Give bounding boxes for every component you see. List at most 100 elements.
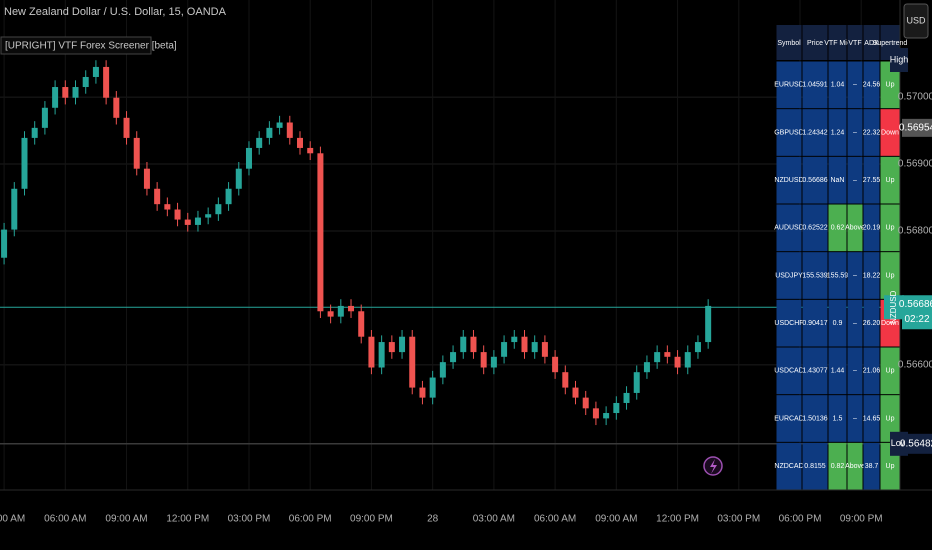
candle-body <box>31 127 38 138</box>
table-cell <box>880 252 900 299</box>
cell-text: 18.22 <box>863 272 881 279</box>
cell-text: 0.62 <box>831 225 845 232</box>
cell-text: Up <box>886 368 895 375</box>
table-cell <box>880 156 900 204</box>
instrument-title: New Zealand Dollar / U.S. Dollar, 15, OA… <box>4 6 227 18</box>
high-tag-label: High <box>890 54 909 64</box>
table-cell <box>802 252 828 299</box>
table-cell <box>880 204 900 252</box>
indicator-title: [UPRIGHT] VTF Forex Screener [beta] <box>5 41 177 52</box>
marker-price-tag <box>902 118 932 137</box>
x-tick-label: 12:00 PM <box>166 514 209 525</box>
candle-body <box>399 336 406 353</box>
countdown: 02:22 <box>904 314 929 325</box>
candle-body <box>592 408 599 419</box>
cell-text: 1.04591 <box>802 82 827 89</box>
cell-text: – <box>853 320 857 327</box>
cell-text: NZDUSD <box>774 177 803 184</box>
x-tick-label: 09:00 AM <box>595 514 637 525</box>
candle-body <box>307 147 314 154</box>
x-tick-label: 09:00 AM <box>105 514 147 525</box>
candle-body <box>409 336 416 388</box>
cell-text: Above <box>845 463 865 470</box>
candle-body <box>297 137 303 148</box>
candle-body <box>82 76 89 88</box>
cell-text: – <box>853 272 857 279</box>
cell-text: Down <box>881 320 899 327</box>
x-tick-label: 06:00 PM <box>779 514 822 525</box>
cell-text: 22.32 <box>863 129 881 136</box>
cell-text: USDCHF <box>774 320 803 327</box>
candle-body <box>133 137 140 169</box>
cell-text: 0.8155 <box>804 463 826 470</box>
cell-text: USDJPY <box>775 272 803 279</box>
cell-text: 1.43077 <box>802 368 827 375</box>
cell-text: 24.56 <box>863 82 881 89</box>
x-tick-label: 06:00 AM <box>534 514 576 525</box>
candle-body <box>480 352 487 368</box>
candle-body <box>11 188 18 230</box>
y-tick-label: 0.56900 <box>898 159 932 170</box>
x-tick-label: 28 <box>427 514 439 525</box>
candle-body <box>225 188 232 205</box>
candle-body <box>52 87 59 108</box>
y-tick-label: 0.57000 <box>898 92 932 103</box>
cell-text: NaN <box>830 177 844 184</box>
cell-text: NZDCAD <box>774 463 803 470</box>
candle-body <box>541 342 548 357</box>
table-cell <box>828 204 847 252</box>
cell-text: 155.59 <box>827 272 849 279</box>
candle-body <box>205 214 212 218</box>
candle-body <box>41 107 48 128</box>
candle-body <box>21 137 28 189</box>
cell-text: 0.62522 <box>802 225 827 232</box>
table-cell <box>847 395 863 442</box>
table-cell <box>776 156 802 204</box>
candle-body <box>358 311 365 337</box>
cell-text: Up <box>886 82 895 89</box>
marker-price-label: 0.56954 <box>899 122 932 133</box>
candle-body <box>174 209 181 220</box>
cell-text: GBPUSD <box>774 129 804 136</box>
cell-text: 20.19 <box>863 225 881 232</box>
cell-text: 14.65 <box>863 415 881 422</box>
header-cell <box>776 25 802 60</box>
table-cell <box>863 395 880 442</box>
candle-body <box>490 356 497 368</box>
last-price-tag <box>902 295 932 330</box>
candle-body <box>72 87 79 98</box>
currency-button[interactable] <box>903 3 929 39</box>
low-tag-label: Low <box>891 438 908 448</box>
candle-body <box>501 342 508 357</box>
candle-body <box>215 204 222 215</box>
table-cell <box>802 61 828 109</box>
candle-body <box>613 402 620 414</box>
low-tag <box>890 431 908 456</box>
candle-body <box>286 122 293 138</box>
cell-text: 155.539 <box>802 272 827 279</box>
table-cell <box>776 109 802 156</box>
table-cell <box>828 395 847 442</box>
candle-body <box>623 392 630 403</box>
table-cell <box>847 299 863 347</box>
candle-body <box>92 66 99 77</box>
x-tick-label: 09:00 PM <box>350 514 393 525</box>
cell-text: 21.06 <box>863 368 881 375</box>
y-tick-label: 0.56600 <box>898 359 932 370</box>
candle-body <box>643 362 650 373</box>
x-tick-label: 06:00 PM <box>289 514 332 525</box>
candle-body <box>705 305 712 343</box>
y-tick-label: 0.56800 <box>898 226 932 237</box>
table-cell <box>863 347 880 395</box>
cell-text: 1.5 <box>833 415 843 422</box>
table-cell <box>828 252 847 299</box>
table-cell <box>828 442 847 490</box>
candle-body <box>103 66 110 98</box>
table-cell <box>847 61 863 109</box>
candle-body <box>450 352 457 363</box>
currency-label[interactable]: USD <box>906 15 926 25</box>
cell-text: 27.55 <box>863 177 881 184</box>
table-cell <box>863 61 880 109</box>
table-cell <box>847 204 863 252</box>
